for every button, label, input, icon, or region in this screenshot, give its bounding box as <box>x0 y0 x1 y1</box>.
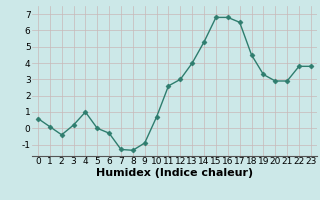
X-axis label: Humidex (Indice chaleur): Humidex (Indice chaleur) <box>96 168 253 178</box>
